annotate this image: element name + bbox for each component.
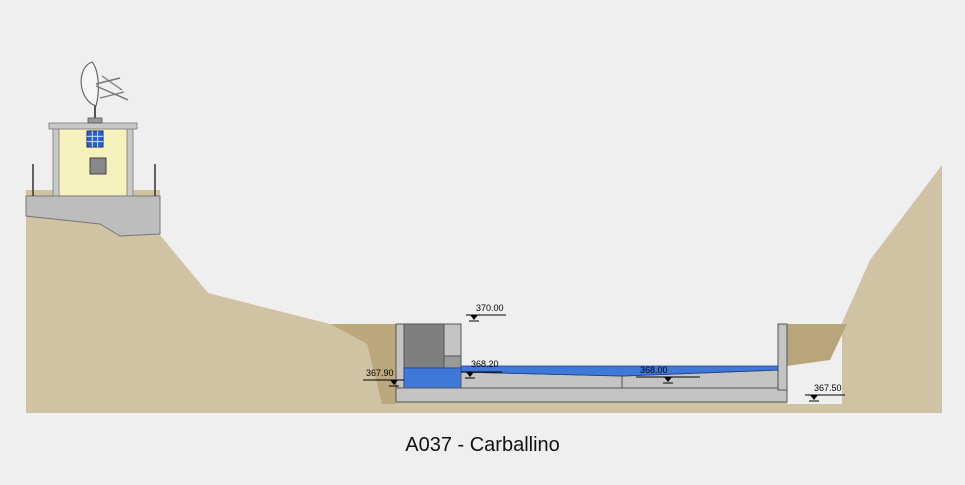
soil-shadow [330, 324, 396, 404]
stilling-well-lower [443, 355, 462, 369]
station-platform [25, 195, 161, 237]
elevation-marker-channel-left: 368.20 [461, 359, 502, 379]
elevation-marker-downstream: 367.50 [805, 383, 845, 402]
elevation-label-top: 370.00 [476, 303, 504, 313]
elevation-label-channel-left: 368.20 [471, 359, 499, 369]
soil-shadow-right [787, 324, 847, 366]
satellite-dish-icon [80, 61, 129, 124]
ground-terrain [26, 165, 942, 413]
elevation-label-downstream: 367.50 [814, 383, 842, 393]
elevation-marker-top: 370.00 [466, 303, 506, 322]
stilling-well-wall [395, 323, 405, 399]
elevation-marker-stilling: 367.90 [363, 368, 404, 387]
stilling-well-body [403, 323, 445, 369]
channel-water [460, 365, 779, 377]
channel-floor [395, 387, 788, 403]
hut-roof [48, 122, 138, 130]
stilling-well-water [403, 367, 462, 389]
elevation-marker-channel-mid: 368.00 [636, 365, 700, 384]
elevation-label-channel-mid: 368.00 [640, 365, 668, 375]
channel-right-wall [777, 323, 788, 391]
hut-window-icon [86, 130, 104, 148]
station-caption: A037 - Carballino [405, 434, 560, 456]
stilling-well-right-wall [443, 323, 462, 357]
hut-column-right [126, 126, 134, 197]
elevation-label-stilling: 367.90 [366, 368, 394, 378]
hut-panel [89, 157, 107, 175]
hut-column-left [52, 126, 60, 197]
